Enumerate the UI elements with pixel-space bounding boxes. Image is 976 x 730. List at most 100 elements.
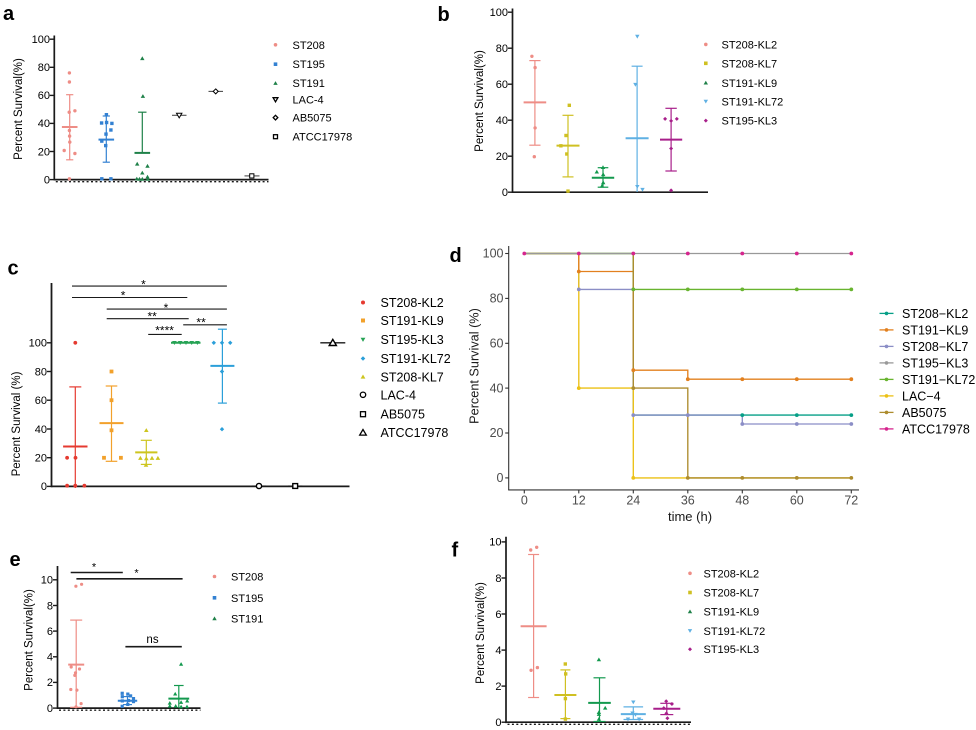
svg-text:2: 2 [495, 681, 501, 693]
svg-text:*: * [141, 278, 146, 292]
svg-text:d: d [450, 245, 462, 267]
svg-text:6: 6 [47, 626, 53, 638]
svg-text:80: 80 [38, 62, 50, 74]
svg-text:ST208-KL7: ST208-KL7 [381, 370, 444, 384]
svg-text:ST191-KL72: ST191-KL72 [704, 626, 766, 638]
svg-text:ST191-KL72: ST191-KL72 [381, 352, 451, 366]
svg-text:60: 60 [38, 90, 50, 102]
svg-text:*: * [121, 288, 126, 302]
svg-text:**: ** [148, 309, 158, 323]
svg-text:8: 8 [495, 573, 501, 585]
svg-text:ST208-KL2: ST208-KL2 [722, 39, 778, 51]
svg-text:time (h): time (h) [668, 509, 712, 524]
svg-text:0: 0 [502, 187, 508, 199]
svg-text:ST191−KL72: ST191−KL72 [902, 373, 975, 387]
svg-text:36: 36 [681, 494, 695, 508]
svg-text:20: 20 [35, 453, 47, 465]
svg-text:6: 6 [495, 609, 501, 621]
svg-text:60: 60 [490, 337, 504, 351]
svg-text:ST208-KL7: ST208-KL7 [722, 58, 778, 70]
svg-text:ATCC17978: ATCC17978 [293, 132, 353, 144]
svg-text:ST195-KL3: ST195-KL3 [704, 644, 760, 656]
svg-text:20: 20 [38, 146, 50, 158]
svg-text:LAC-4: LAC-4 [381, 388, 416, 402]
svg-text:ST195-KL3: ST195-KL3 [381, 333, 444, 347]
svg-text:ST191-KL72: ST191-KL72 [722, 96, 784, 108]
svg-text:100: 100 [29, 338, 47, 350]
svg-text:c: c [8, 258, 19, 280]
svg-text:80: 80 [490, 292, 504, 306]
svg-text:ST208: ST208 [293, 40, 325, 52]
svg-text:60: 60 [790, 494, 804, 508]
svg-text:60: 60 [496, 79, 508, 91]
svg-text:ST195−KL3: ST195−KL3 [902, 356, 968, 370]
svg-text:ST195: ST195 [231, 593, 263, 605]
svg-text:2: 2 [47, 677, 53, 689]
svg-text:ST208: ST208 [231, 572, 263, 584]
svg-text:ST208-KL2: ST208-KL2 [381, 296, 444, 310]
svg-text:10: 10 [489, 537, 501, 549]
svg-text:Percent Survival (%): Percent Survival (%) [468, 308, 482, 424]
svg-text:LAC-4: LAC-4 [293, 95, 324, 107]
svg-text:*: * [164, 301, 169, 315]
svg-text:b: b [438, 4, 450, 26]
svg-text:LAC−4: LAC−4 [902, 389, 941, 403]
svg-text:AB5075: AB5075 [381, 408, 426, 422]
svg-text:Percent Survival(%): Percent Survival(%) [474, 50, 486, 152]
svg-text:0: 0 [47, 703, 53, 715]
svg-text:10: 10 [41, 575, 53, 587]
svg-text:f: f [452, 540, 459, 562]
svg-text:4: 4 [495, 645, 501, 657]
svg-text:ST195: ST195 [293, 59, 325, 71]
svg-text:4: 4 [47, 652, 53, 664]
svg-text:100: 100 [490, 7, 508, 19]
svg-text:ST208-KL2: ST208-KL2 [704, 568, 760, 580]
svg-text:0: 0 [521, 494, 528, 508]
svg-text:AB5075: AB5075 [902, 406, 947, 420]
svg-text:40: 40 [38, 118, 50, 130]
svg-text:ST191: ST191 [231, 614, 263, 626]
svg-text:Percent Survival(%): Percent Survival(%) [13, 58, 25, 160]
svg-text:ST191-KL9: ST191-KL9 [722, 78, 778, 90]
svg-text:20: 20 [490, 426, 504, 440]
svg-text:ATCC17978: ATCC17978 [902, 422, 970, 436]
svg-text:100: 100 [483, 247, 504, 261]
svg-text:40: 40 [35, 424, 47, 436]
svg-text:ST191-KL9: ST191-KL9 [381, 314, 444, 328]
svg-text:48: 48 [735, 494, 749, 508]
svg-text:40: 40 [496, 115, 508, 127]
svg-text:80: 80 [35, 366, 47, 378]
svg-text:ST208−KL2: ST208−KL2 [902, 307, 968, 321]
svg-text:72: 72 [844, 494, 858, 508]
svg-text:20: 20 [496, 151, 508, 163]
svg-text:ST208−KL7: ST208−KL7 [902, 340, 968, 354]
svg-text:0: 0 [41, 481, 47, 493]
svg-text:0: 0 [44, 174, 50, 186]
svg-text:e: e [10, 549, 21, 571]
svg-text:0: 0 [497, 471, 504, 485]
svg-text:****: **** [155, 323, 174, 337]
svg-text:*: * [134, 568, 139, 580]
svg-text:ST195-KL3: ST195-KL3 [722, 116, 778, 128]
svg-text:*: * [92, 562, 97, 574]
svg-text:100: 100 [32, 34, 50, 46]
svg-text:Percent Survival (%): Percent Survival (%) [11, 371, 23, 476]
svg-text:a: a [3, 3, 15, 25]
svg-text:Percent Survival(%): Percent Survival(%) [24, 589, 36, 691]
svg-text:ST191: ST191 [293, 78, 325, 90]
svg-text:12: 12 [572, 494, 586, 508]
svg-text:8: 8 [47, 600, 53, 612]
svg-text:AB5075: AB5075 [293, 113, 332, 125]
svg-text:ST191−KL9: ST191−KL9 [902, 323, 968, 337]
svg-text:80: 80 [496, 43, 508, 55]
svg-text:60: 60 [35, 395, 47, 407]
svg-text:ns: ns [146, 634, 158, 646]
svg-text:Percent Survival(%): Percent Survival(%) [475, 582, 487, 684]
svg-text:ATCC17978: ATCC17978 [381, 426, 449, 440]
svg-text:ST208-KL7: ST208-KL7 [704, 588, 760, 600]
svg-text:ST191-KL9: ST191-KL9 [704, 607, 760, 619]
svg-text:40: 40 [490, 381, 504, 395]
svg-text:0: 0 [495, 717, 501, 729]
svg-text:**: ** [196, 316, 206, 330]
svg-text:24: 24 [626, 494, 640, 508]
